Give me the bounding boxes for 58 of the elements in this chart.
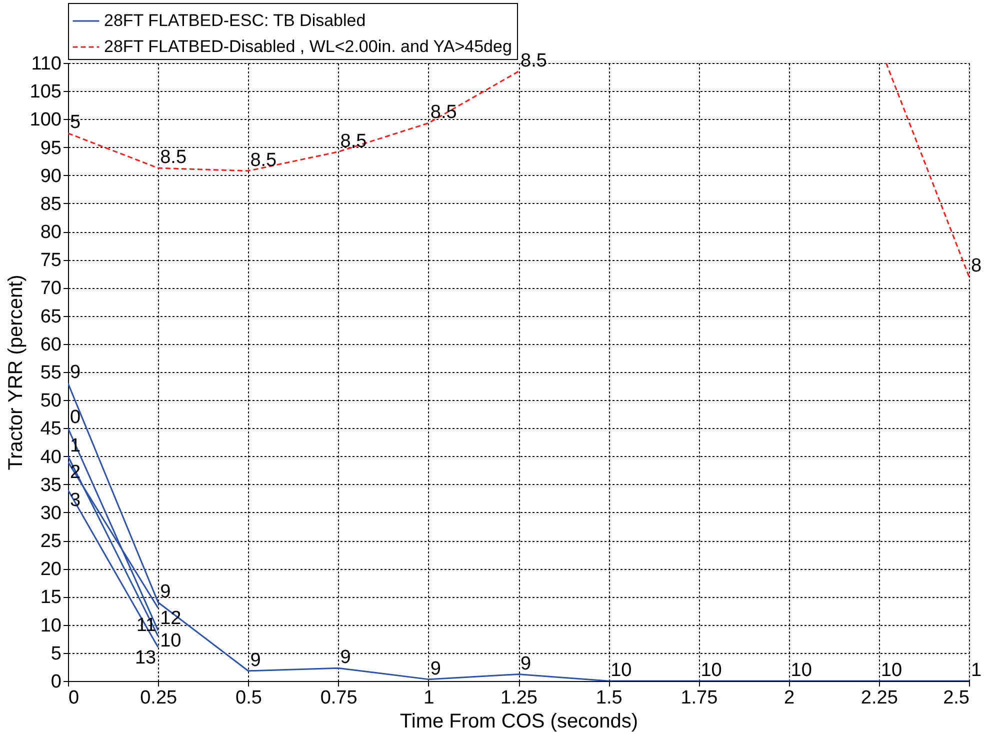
annotation: 9 (160, 581, 171, 602)
y-tick-label: 0 (50, 672, 62, 692)
y-tick-label: 80 (40, 222, 62, 244)
annotation: 9 (520, 653, 532, 674)
y-tick-label: 20 (40, 559, 62, 580)
x-tick-label: 2.25 (860, 688, 898, 708)
y-tick-label: 25 (40, 531, 62, 552)
x-tick-label: 2 (784, 688, 795, 708)
legend-label: 28FT FLATBED-ESC: TB Disabled (104, 11, 366, 30)
y-tick-label: 70 (40, 278, 62, 300)
annotation: 13 (134, 647, 156, 668)
y-tick-label: 40 (40, 446, 62, 468)
y-tick-label: 105 (30, 82, 62, 103)
y-tick-label: 50 (40, 390, 62, 412)
annotation: 8.5 (250, 150, 277, 171)
annotation: 8.5 (520, 50, 547, 72)
annotation: 8.5 (160, 147, 187, 168)
y-tick-label: 15 (40, 587, 62, 608)
annotation: 10 (700, 660, 722, 681)
y-tick-label: 90 (40, 166, 62, 187)
annotation: 9 (430, 658, 441, 680)
x-tick-label: 0.5 (235, 688, 262, 708)
annotation: 10 (610, 660, 632, 681)
annotation: 10 (790, 660, 812, 681)
y-tick-label: 5 (50, 643, 62, 664)
y-tick-label: 75 (40, 250, 62, 272)
annotation: 8 (971, 255, 982, 276)
legend-label: 28FT FLATBED-Disabled , WL<2.00in. and YA>45deg (104, 37, 512, 56)
x-tick-label: 1.5 (596, 688, 622, 708)
annotation: 12 (160, 608, 182, 629)
y-tick-label: 85 (40, 194, 62, 215)
y-tick-label: 100 (30, 110, 62, 131)
y-tick-label: 65 (40, 306, 62, 328)
x-tick-label: 1 (424, 688, 434, 708)
x-tick-label: 0.25 (140, 688, 178, 708)
x-axis-title: Time From COS (seconds) (400, 710, 638, 732)
x-tick-label: 1.75 (680, 688, 718, 708)
y-axis-title: Tractor YRR (percent) (4, 274, 27, 470)
annotation: 8.5 (340, 130, 367, 152)
y-tick-label: 30 (40, 502, 62, 524)
x-tick-label: 2.5 (943, 688, 970, 708)
y-tick-label: 110 (31, 54, 62, 74)
y-tick-label: 95 (40, 138, 62, 159)
x-tick-label: 0 (68, 688, 80, 708)
annotation: 8.5 (430, 102, 457, 124)
y-tick-label: 45 (40, 418, 62, 440)
annotation: 1 (971, 660, 982, 681)
y-tick-label: 35 (40, 474, 62, 496)
annotation: 10 (880, 660, 902, 681)
y-tick-label: 60 (40, 334, 62, 356)
y-tick-label: 10 (40, 615, 62, 636)
annotation: 0 (70, 407, 81, 428)
y-tick-label: 55 (40, 362, 62, 384)
annotation: 9 (340, 647, 351, 668)
x-tick-label: 1.25 (500, 688, 538, 708)
annotation: 5 (70, 112, 81, 134)
x-tick-label: 0.75 (320, 688, 358, 708)
annotation: 10 (160, 630, 182, 652)
